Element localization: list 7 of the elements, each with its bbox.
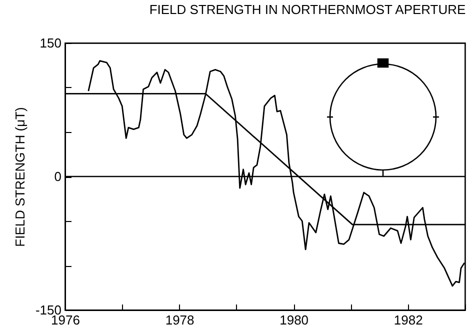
y-tick-label: 0: [54, 169, 62, 184]
y-tick-label: 150: [40, 36, 62, 50]
x-tick-label: 1980: [280, 312, 309, 328]
x-tick-label: 1978: [165, 312, 194, 328]
x-tick-label: 1982: [394, 312, 423, 328]
y-axis-title: FIELD STRENGTH (μT): [12, 107, 28, 247]
chart-title: FIELD STRENGTH IN NORTHERNMOST APERTURE: [149, 2, 466, 17]
